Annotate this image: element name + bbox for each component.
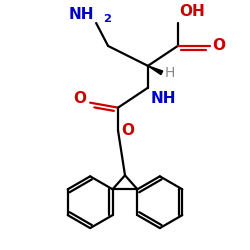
- Text: NH: NH: [151, 91, 176, 106]
- Text: NH: NH: [69, 7, 94, 22]
- Text: OH: OH: [180, 4, 206, 19]
- Text: O: O: [212, 38, 226, 54]
- Polygon shape: [148, 66, 163, 74]
- Text: O: O: [73, 91, 86, 106]
- Text: H: H: [165, 66, 175, 80]
- Text: 2: 2: [103, 14, 111, 24]
- Text: O: O: [121, 123, 134, 138]
